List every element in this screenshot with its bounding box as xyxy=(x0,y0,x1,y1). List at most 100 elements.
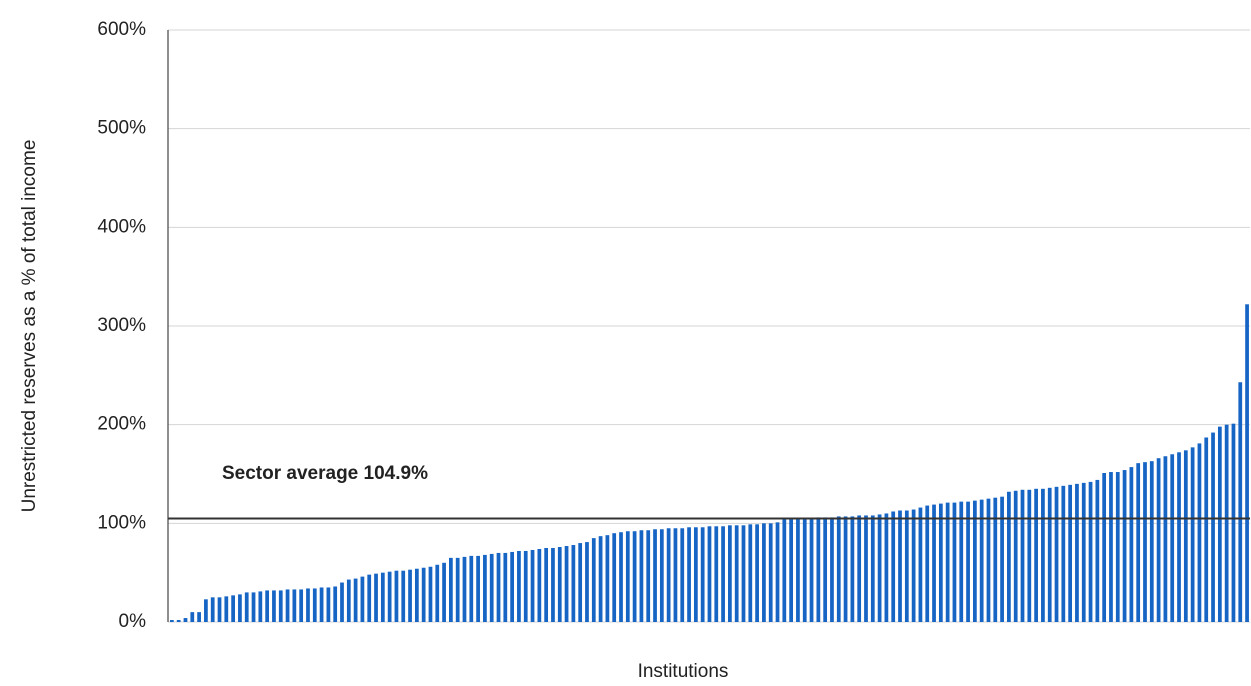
bar xyxy=(870,515,875,622)
bar xyxy=(496,552,501,622)
bar xyxy=(1027,489,1032,622)
bar xyxy=(272,590,276,622)
bar xyxy=(1068,484,1073,622)
bar xyxy=(571,545,576,622)
bar xyxy=(891,511,896,622)
bar xyxy=(972,500,977,622)
bar xyxy=(1183,450,1188,622)
bar xyxy=(244,592,249,622)
bar xyxy=(693,527,698,622)
bar xyxy=(653,529,657,622)
bar xyxy=(1088,481,1093,622)
bar xyxy=(789,519,794,622)
bar xyxy=(360,576,365,622)
bar xyxy=(619,532,623,622)
bar xyxy=(639,530,644,622)
bar xyxy=(979,499,984,622)
bar xyxy=(190,612,195,622)
bar xyxy=(176,620,181,622)
bar xyxy=(551,548,555,622)
bar xyxy=(217,597,222,622)
bar xyxy=(1190,447,1195,622)
bar xyxy=(591,538,596,622)
bar xyxy=(775,522,780,622)
bar xyxy=(285,589,290,622)
bar xyxy=(462,556,467,622)
bar xyxy=(782,519,787,622)
y-tick-label: 0% xyxy=(119,611,147,632)
bar xyxy=(306,588,310,622)
bar xyxy=(578,543,583,622)
bar xyxy=(680,528,685,622)
bar xyxy=(312,588,317,622)
bar xyxy=(353,578,358,622)
bar xyxy=(1170,454,1175,622)
bar xyxy=(455,557,460,622)
reference-label: Sector average 104.9% xyxy=(222,463,428,484)
y-tick-label: 200% xyxy=(97,414,146,435)
bar xyxy=(959,501,964,622)
bar xyxy=(340,582,344,622)
bar xyxy=(1163,456,1168,622)
bar xyxy=(265,590,270,622)
bar xyxy=(952,502,957,622)
bar xyxy=(993,497,998,622)
bar xyxy=(510,551,514,622)
bar xyxy=(489,553,494,622)
bar xyxy=(932,504,936,622)
bar xyxy=(796,518,800,622)
bar xyxy=(714,526,719,622)
bar xyxy=(755,524,759,622)
bar xyxy=(278,590,283,622)
bar xyxy=(1061,485,1066,622)
bar xyxy=(748,524,753,622)
bar xyxy=(1136,463,1141,622)
bar xyxy=(687,527,691,622)
bar xyxy=(632,531,637,622)
bar xyxy=(918,507,923,622)
bar xyxy=(721,526,725,622)
bar xyxy=(476,555,480,622)
y-tick-label: 100% xyxy=(97,512,146,533)
bar xyxy=(530,549,535,622)
bar xyxy=(1041,488,1045,622)
bar xyxy=(1211,432,1215,622)
bar xyxy=(557,547,562,622)
bar xyxy=(938,503,943,622)
bar xyxy=(673,528,678,622)
bar xyxy=(1081,482,1086,622)
bar xyxy=(1217,426,1222,622)
bar xyxy=(170,620,174,622)
bar xyxy=(469,555,474,622)
bar xyxy=(612,533,617,622)
bar xyxy=(728,525,732,622)
bar xyxy=(585,542,589,622)
bar xyxy=(374,573,378,622)
bar xyxy=(850,516,855,622)
bar xyxy=(843,516,848,622)
bar xyxy=(326,587,331,622)
bar xyxy=(802,518,807,622)
bar xyxy=(1109,472,1113,622)
bar xyxy=(1177,452,1181,622)
bar xyxy=(734,525,739,622)
bar xyxy=(700,527,705,622)
bar xyxy=(816,517,821,622)
bar xyxy=(414,568,419,622)
bar xyxy=(1034,488,1038,622)
bar xyxy=(605,535,610,622)
bar xyxy=(598,536,603,622)
bar xyxy=(204,599,208,622)
bar xyxy=(1245,304,1249,622)
bar xyxy=(408,569,412,622)
bar xyxy=(564,546,569,622)
bar xyxy=(197,612,201,622)
bar xyxy=(1095,479,1100,622)
bar xyxy=(544,548,549,622)
bar xyxy=(945,502,950,622)
bar xyxy=(442,562,446,622)
bar xyxy=(1075,483,1079,622)
y-tick-label: 600% xyxy=(97,19,146,40)
bar xyxy=(1102,473,1107,622)
